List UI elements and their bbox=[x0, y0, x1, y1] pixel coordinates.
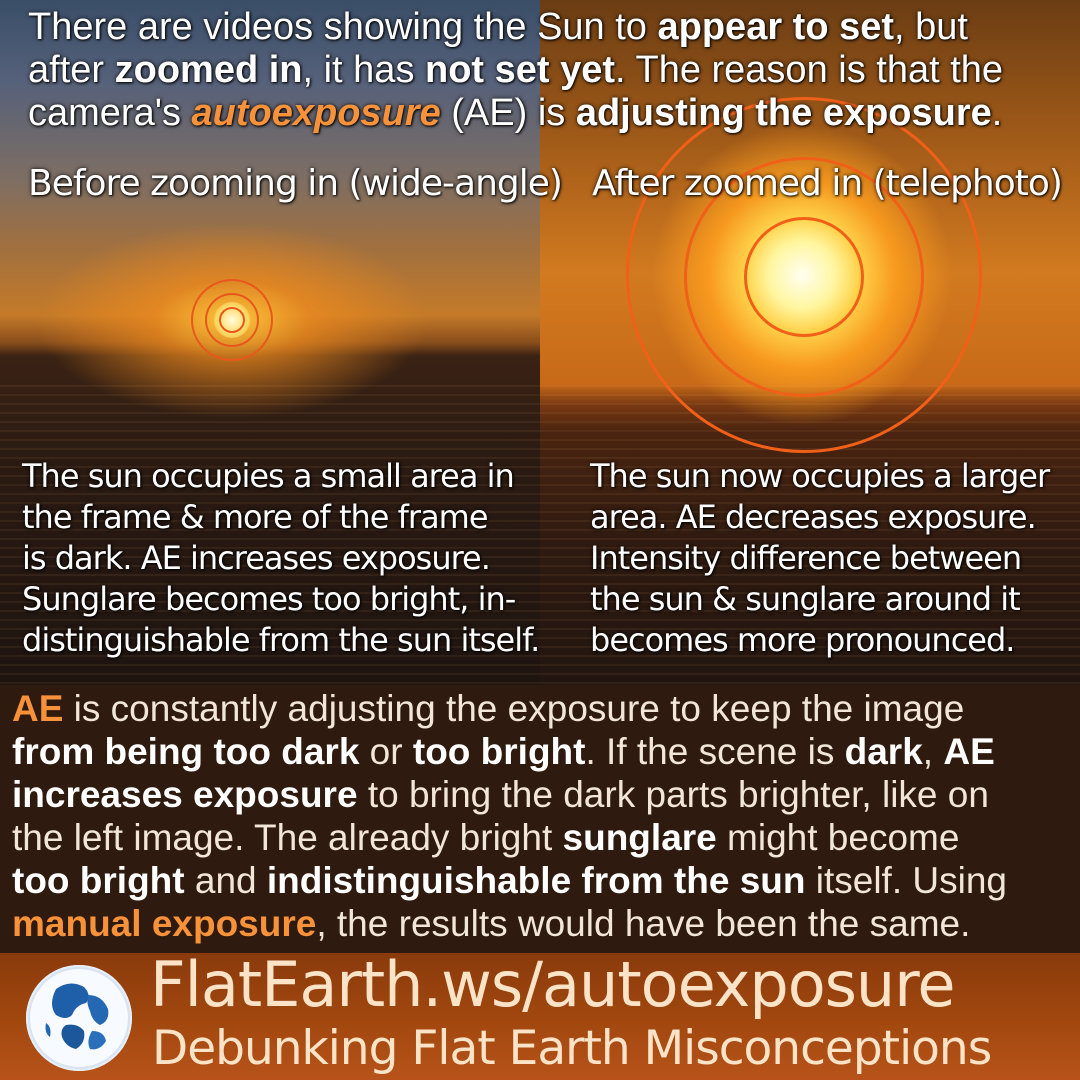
footer-banner: FlatEarth.ws/autoexposure Debunking Flat… bbox=[0, 949, 1080, 1080]
wide-angle-photo bbox=[0, 0, 540, 685]
globe-logo-graphic bbox=[28, 967, 130, 1069]
description-line: Intensity difference between bbox=[590, 539, 1022, 577]
description-line: distinguishable from the sun itself. bbox=[22, 621, 540, 659]
tagline: Debunking Flat Earth Misconceptions bbox=[152, 1021, 992, 1076]
description-line: Sunglare becomes too bright, in- bbox=[22, 580, 516, 618]
sun-ring-outer bbox=[191, 279, 273, 361]
description-line: the frame & more of the frame bbox=[22, 498, 489, 536]
description-line: area. AE decreases exposure. bbox=[590, 498, 1037, 536]
explanation-text: AE is constantly adjusting the exposure … bbox=[12, 688, 1007, 944]
site-url[interactable]: FlatEarth.ws/autoexposure bbox=[150, 948, 955, 1021]
explanation-panel: AE is constantly adjusting the exposure … bbox=[0, 685, 1080, 953]
telephoto-label: After zoomed in (telephoto) bbox=[592, 163, 1063, 204]
globe-icon bbox=[26, 965, 132, 1071]
wide-angle-description: The sun occupies a small area in the fra… bbox=[22, 456, 540, 661]
telephoto-description: The sun now occupies a larger area. AE d… bbox=[590, 456, 1070, 661]
description-line: The sun now occupies a larger bbox=[590, 457, 1050, 495]
wide-angle-label: Before zooming in (wide-angle) bbox=[28, 163, 563, 204]
description-line: The sun occupies a small area in bbox=[22, 457, 515, 495]
telephoto-photo bbox=[540, 0, 1080, 685]
description-line: the sun & sunglare around it bbox=[590, 580, 1021, 618]
headline: There are videos showing the Sun to appe… bbox=[28, 6, 1004, 134]
description-line: becomes more pronounced. bbox=[590, 621, 1015, 659]
sea-reflection bbox=[0, 385, 540, 685]
sunset-comparison-photo: There are videos showing the Sun to appe… bbox=[0, 0, 1080, 685]
sun-ring-outer bbox=[626, 97, 982, 453]
description-line: is dark. AE increases exposure. bbox=[22, 539, 491, 577]
